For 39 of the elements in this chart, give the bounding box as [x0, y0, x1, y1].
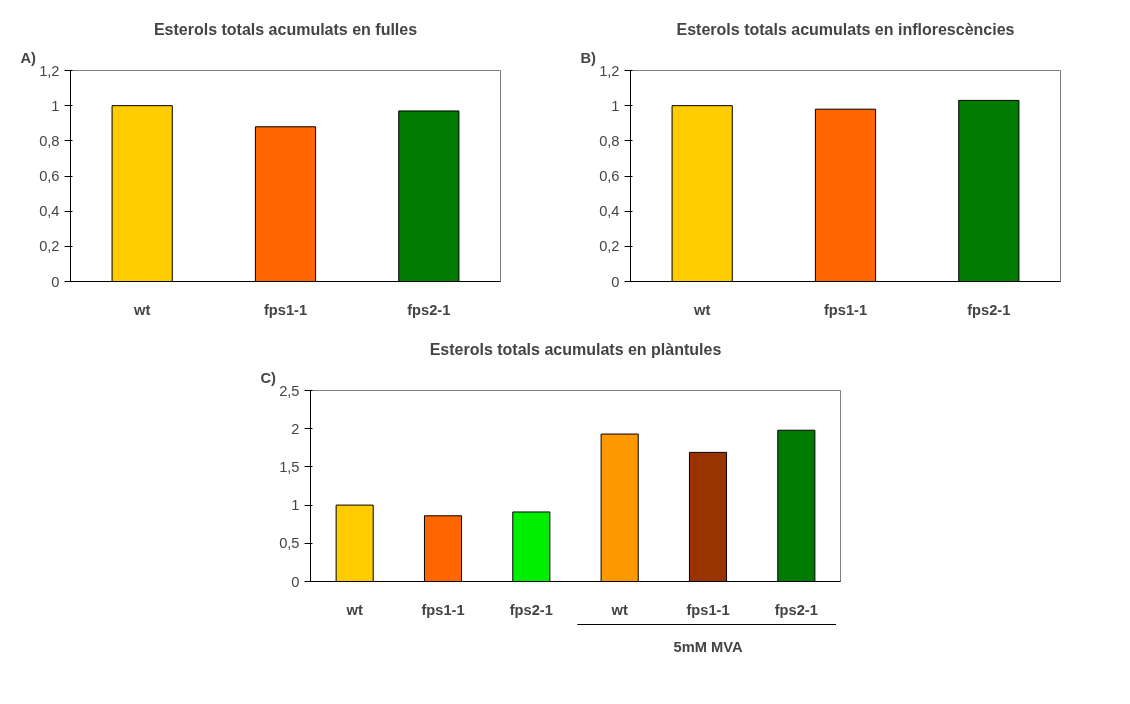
y-tick-label: 0,2: [39, 238, 60, 255]
y-tick-label: 1,2: [39, 62, 60, 79]
y-tick-label: 1: [51, 97, 60, 114]
y-tick-label: 0,8: [599, 132, 620, 149]
x-tick-label: fps1-1: [823, 301, 868, 318]
y-tick-label: 0,4: [39, 203, 60, 220]
text: 5mM MVA: [673, 638, 743, 655]
text: C): [260, 369, 277, 386]
x-tick-label: fps2-1: [407, 301, 451, 318]
y-tick-label: 0,6: [39, 168, 60, 184]
x-tick-label: wt: [345, 601, 363, 618]
x-tick-label: fps2-1: [509, 601, 553, 618]
x-tick-label: wt: [610, 601, 628, 618]
y-tick-label: 2,5: [279, 382, 300, 399]
y-tick-label: 0,6: [599, 168, 620, 184]
y-tick-label: 1,5: [279, 458, 300, 475]
x-tick-label: fps2-1: [774, 601, 818, 618]
x-tick-label: fps1-1: [421, 601, 465, 618]
y-tick-label: 0: [291, 573, 300, 590]
y-tick-label: 0: [611, 273, 620, 290]
y-tick-label: 1,2: [599, 62, 620, 79]
chart-title: Esterols totals acumulats en fulles: [153, 20, 418, 38]
chart-title: Esterols totals acumulats en plàntules: [429, 340, 722, 358]
y-tick-label: 2: [291, 420, 300, 437]
text: A): [20, 49, 37, 66]
y-tick-label: 0: [51, 273, 60, 290]
chart-title: Esterols totals acumulats en inflorescències: [676, 20, 1015, 38]
x-tick-label: fps2-1: [967, 301, 1011, 318]
x-tick-label: wt: [693, 301, 711, 318]
x-tick-label: wt: [133, 301, 151, 318]
x-tick-label: fps1-1: [263, 301, 308, 318]
y-tick-label: 0,4: [599, 203, 620, 220]
x-tick-label: fps1-1: [686, 601, 730, 618]
y-tick-label: 0,2: [599, 238, 620, 255]
y-tick-label: 0,8: [39, 132, 60, 149]
y-tick-label: 1: [291, 497, 300, 514]
text: B): [580, 49, 597, 66]
y-tick-label: 1: [611, 97, 620, 114]
y-tick-label: 0,5: [279, 535, 300, 552]
